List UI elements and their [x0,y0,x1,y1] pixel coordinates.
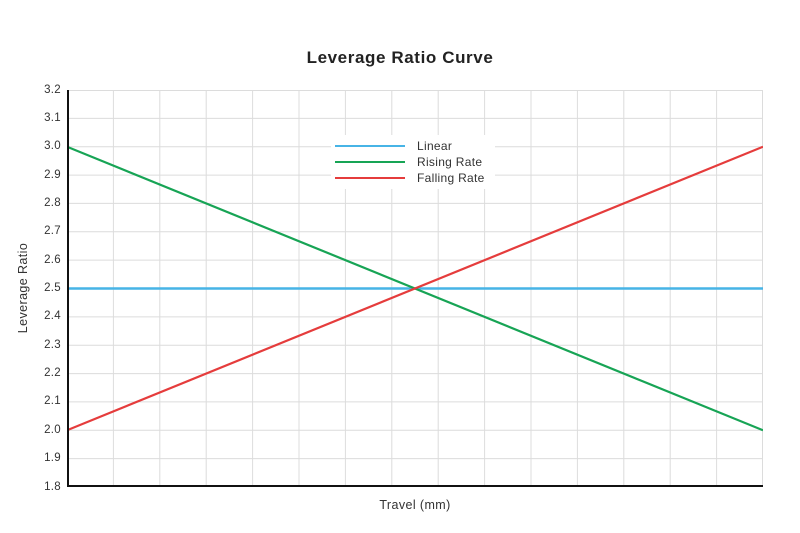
legend-swatch [335,161,405,163]
y-tick-label: 3.1 [44,111,61,124]
y-tick-label: 2.7 [44,225,61,238]
legend: Linear Rising Rate Falling Rate [331,135,495,189]
y-tick-label: 2.1 [44,395,61,408]
legend-row: Falling Rate [335,170,485,186]
y-tick-label: 1.9 [44,452,61,465]
y-tick-label: 2.6 [44,253,61,266]
y-tick-label: 2.8 [44,196,61,209]
legend-label: Linear [417,139,453,153]
y-tick-label: 2.2 [44,367,61,380]
legend-row: Linear [335,138,485,154]
legend-label: Falling Rate [417,171,485,185]
y-tick-label: 3.2 [44,83,61,96]
chart-title: Leverage Ratio Curve [306,48,494,67]
y-tick-label: 2.9 [44,168,61,181]
chart-svg [67,90,763,487]
y-tick-label: 2.0 [44,423,61,436]
y-tick-label: 3.0 [44,140,61,153]
legend-swatch [335,177,405,179]
legend-row: Rising Rate [335,154,485,170]
legend-swatch [335,145,405,147]
plot-area [67,90,763,487]
x-axis-label: Travel (mm) [379,498,451,512]
y-tick-label: 2.5 [44,282,61,294]
y-tick-label: 2.3 [44,338,61,351]
y-tick-label: 2.4 [44,310,61,323]
legend-label: Rising Rate [417,155,483,169]
y-tick-label: 1.8 [44,480,61,493]
series-line-falling-rate [67,145,763,432]
